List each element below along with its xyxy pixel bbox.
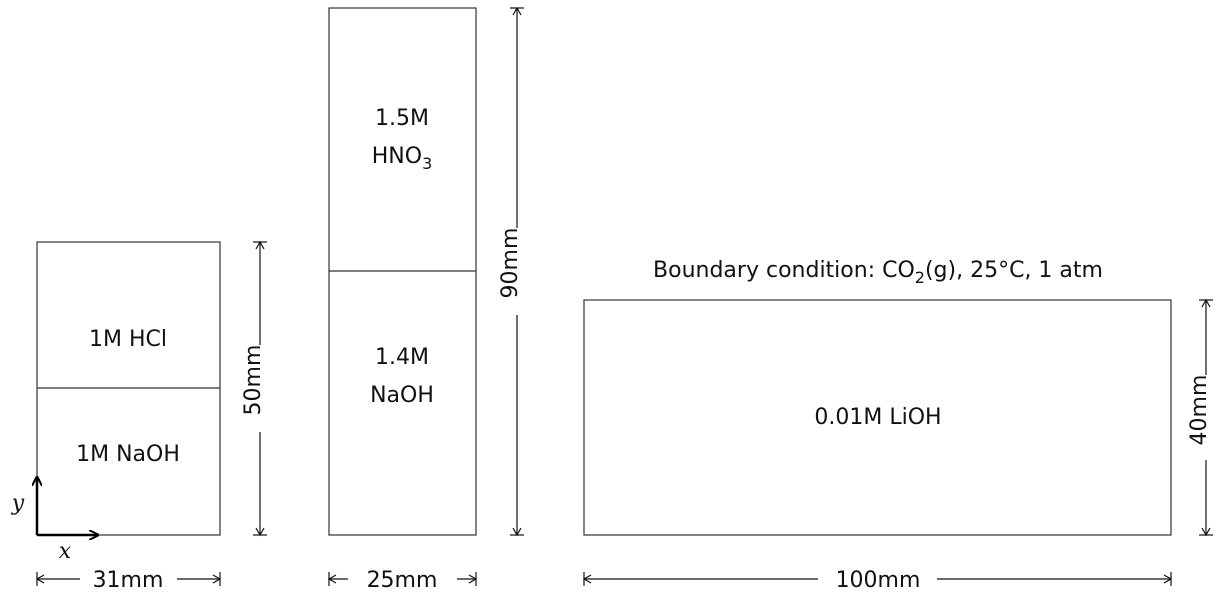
domain-3-width-dimension: 100mm [582, 568, 1173, 593]
x-axis-label: x [59, 539, 72, 564]
domain-1: 1M HCl 1M NaOH y x 31mm 50mm [11, 240, 267, 593]
domain-3-height-label: 40mm [1187, 375, 1212, 446]
y-axis-label: y [11, 491, 25, 516]
domain-3-box [583, 299, 1172, 536]
domain-1-width-dimension: 31mm [35, 568, 222, 593]
domain-3-width-label: 100mm [836, 568, 921, 593]
domain-2-bottom-label-line1: 1.4M [375, 345, 429, 370]
coordinate-axes: y x [11, 478, 97, 564]
domain-3-label: 0.01M LiOH [814, 405, 941, 430]
domain-2-bottom-label-line2: NaOH [370, 383, 434, 408]
domain-1-height-label: 50mm [241, 345, 266, 416]
domain-1-width-label: 31mm [93, 568, 164, 593]
domain-3: Boundary condition: CO2(g), 25°C, 1 atm … [582, 258, 1213, 593]
domain-2-top-label-line2: HNO3 [372, 144, 433, 173]
domain-1-top-label: 1M HCl [89, 327, 167, 352]
domain-2-width-label: 25mm [367, 568, 438, 593]
domain-2-top-label-line1: 1.5M [375, 106, 429, 131]
domain-1-height-dimension: 50mm [241, 240, 267, 537]
domain-2: 1.5M HNO3 1.4M NaOH 25mm 90mm [327, 6, 524, 593]
boundary-condition-label: Boundary condition: CO2(g), 25°C, 1 atm [653, 258, 1103, 287]
domain-2-height-dimension: 90mm [498, 6, 524, 537]
domain-2-width-dimension: 25mm [327, 568, 478, 593]
domain-1-bottom-label: 1M NaOH [76, 442, 180, 467]
domain-2-height-label: 90mm [498, 228, 523, 299]
domain-3-height-dimension: 40mm [1187, 298, 1213, 537]
